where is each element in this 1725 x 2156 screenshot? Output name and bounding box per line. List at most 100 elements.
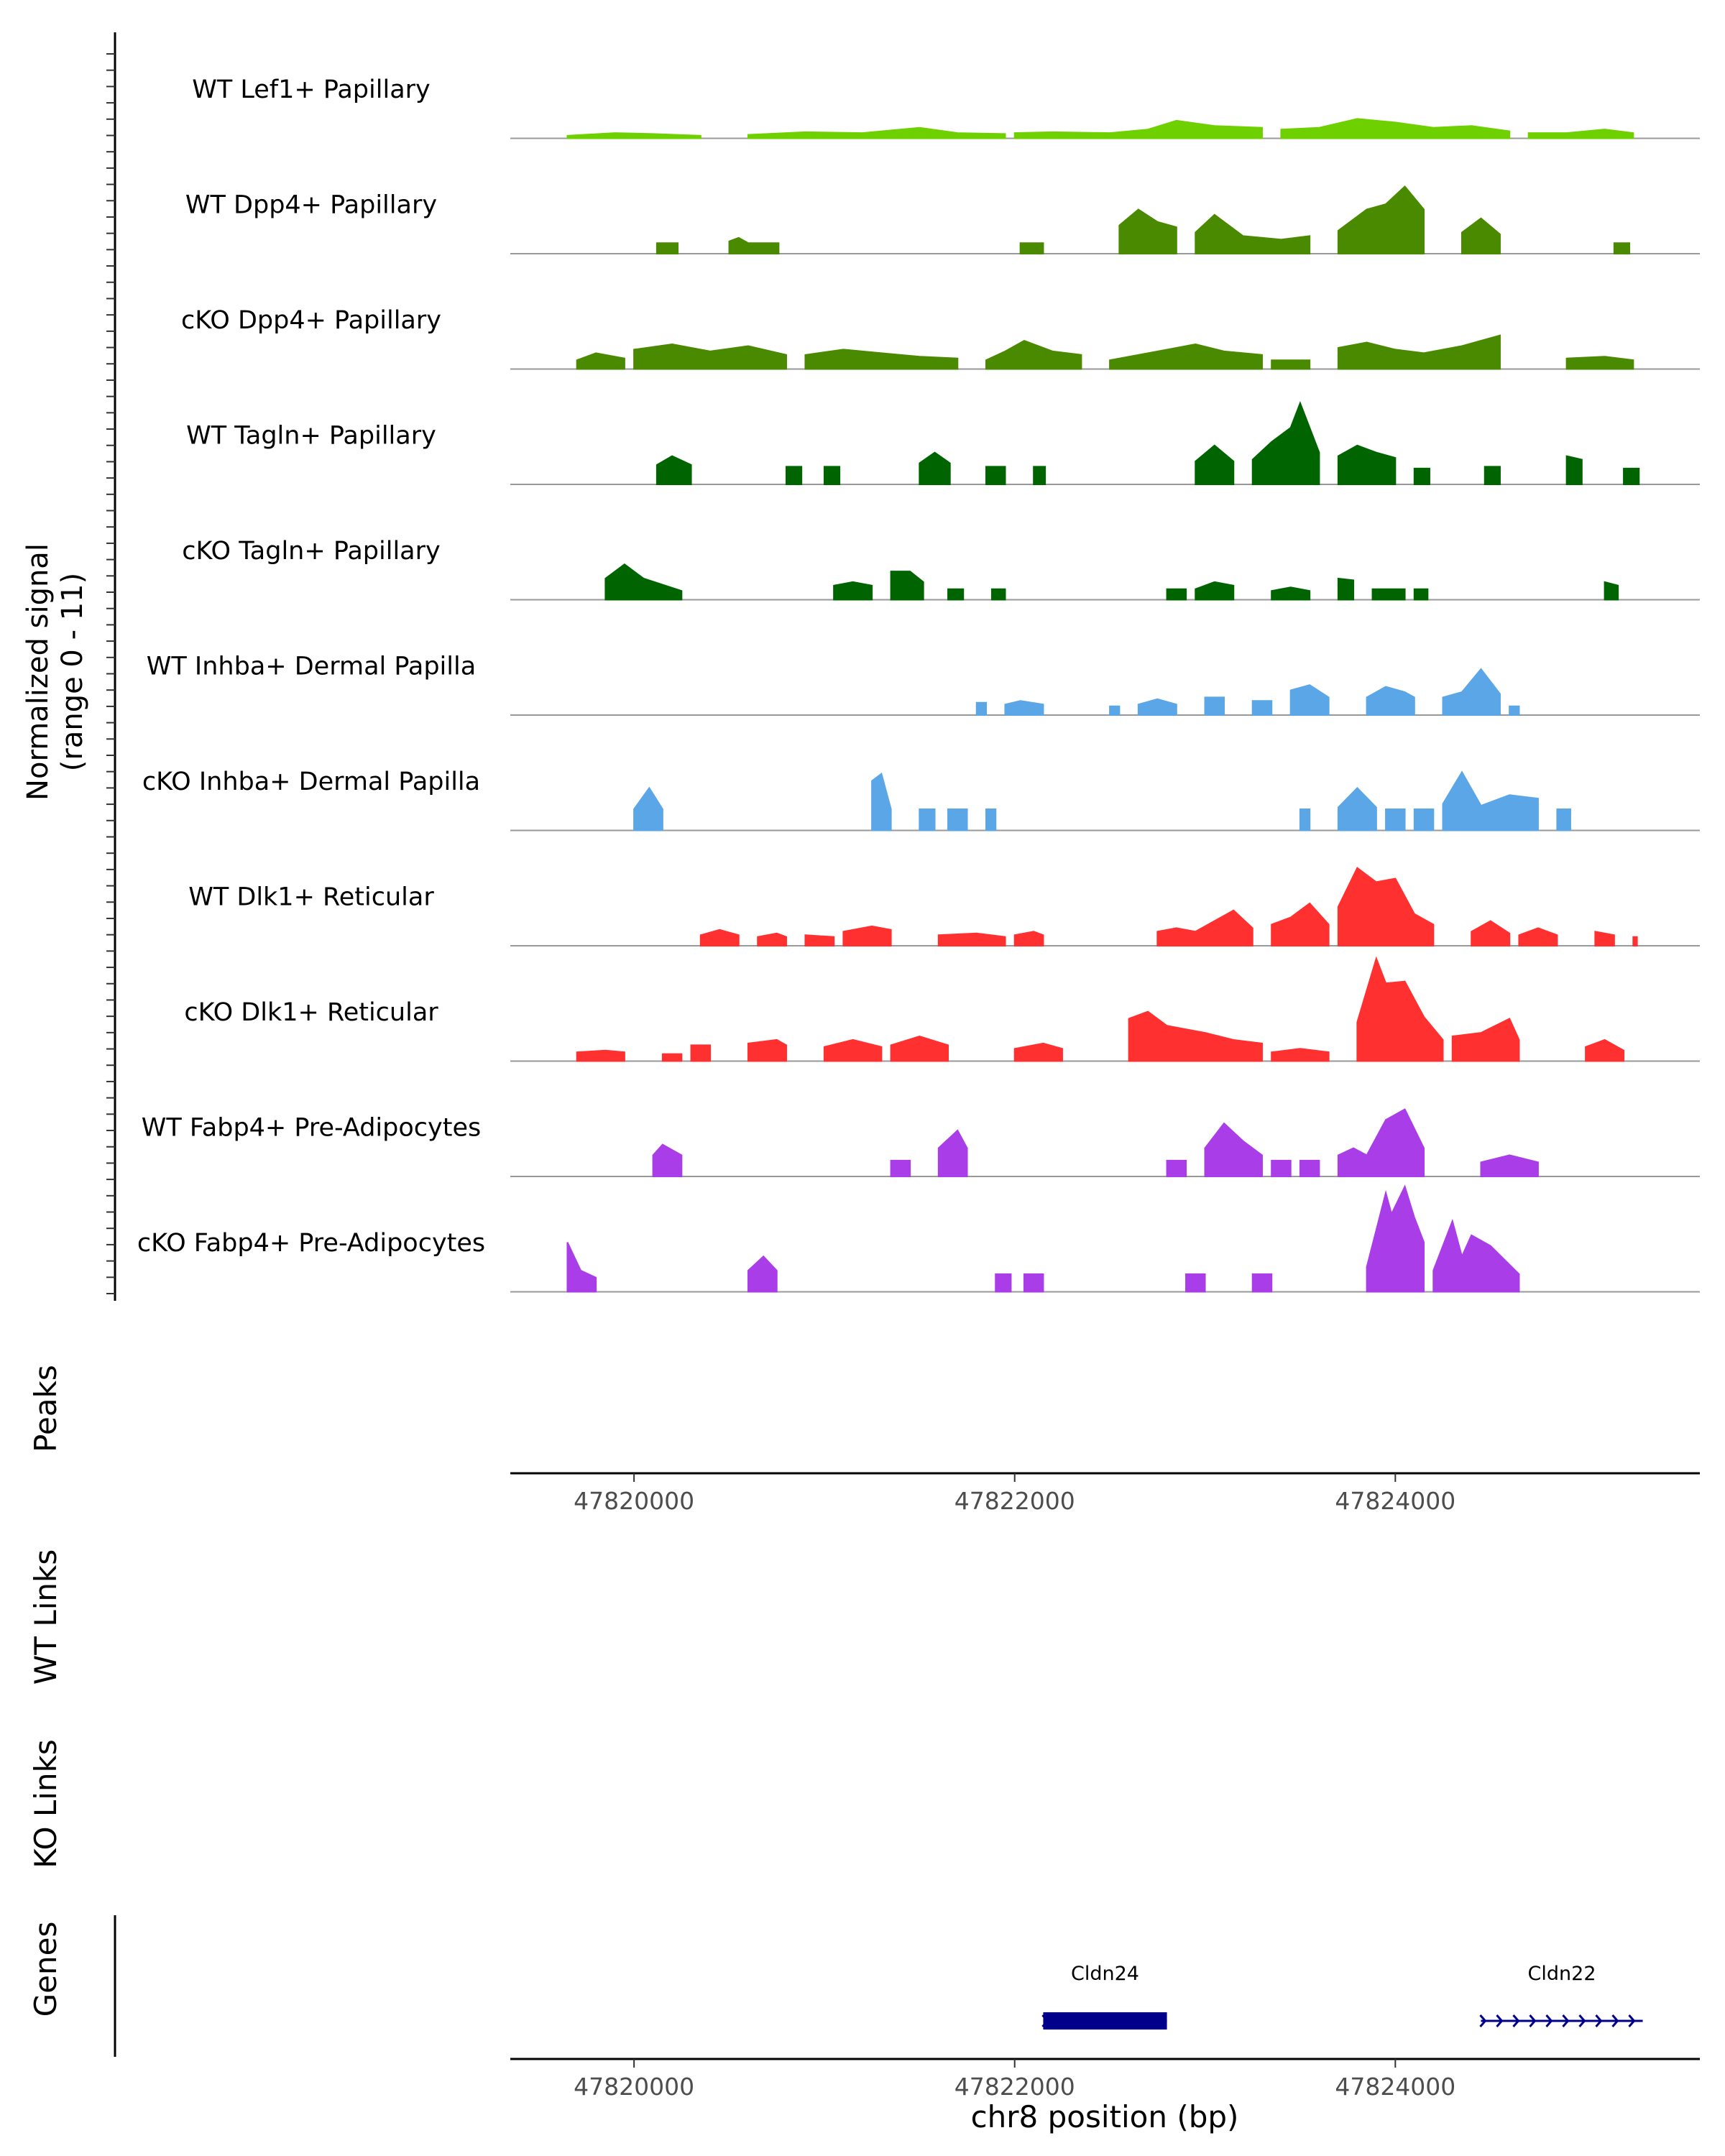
signal-area: [1251, 700, 1273, 716]
signal-area: [1166, 588, 1187, 601]
track-label: cKO Fabp4+ Pre-Adipocytes: [137, 1229, 485, 1258]
signal-area: [1556, 808, 1571, 831]
track-label: cKO Tagln+ Papillary: [182, 537, 441, 566]
signal-area: [1166, 1159, 1187, 1177]
signal-area: [656, 455, 692, 485]
signal-area: [890, 1159, 911, 1177]
signal-area: [576, 352, 625, 370]
signal-area: [1509, 705, 1520, 716]
signal-area: [656, 242, 679, 254]
signal-area: [1019, 242, 1044, 254]
signal-area: [833, 581, 873, 601]
signal-axis-title: Normalized signal (range 0 - 11): [22, 543, 89, 801]
signal-area: [1271, 1048, 1330, 1062]
signal-area: [566, 132, 702, 139]
signal-area: [1013, 931, 1044, 946]
signal-area: [1156, 909, 1254, 946]
track-7: WT Dlk1+ Reticular: [188, 867, 1700, 946]
x-axis-title: chr8 position (bp): [971, 2099, 1239, 2134]
signal-area: [890, 1035, 949, 1062]
signal-area: [1385, 808, 1406, 831]
signal-area: [1366, 1184, 1425, 1293]
signal-area: [785, 466, 803, 485]
signal-area: [1471, 920, 1511, 946]
track-label: WT Fabp4+ Pre-Adipocytes: [142, 1114, 481, 1143]
signal-area: [652, 1143, 683, 1177]
signal-area: [690, 1044, 712, 1062]
signal-area: [1289, 684, 1330, 716]
signal-area: [1337, 334, 1501, 370]
signal-area: [1565, 455, 1583, 485]
signal-area: [1299, 1159, 1320, 1177]
ko-links-track-label: KO Links: [28, 1739, 63, 1869]
signal-area: [1480, 1154, 1539, 1177]
track-0: WT Lef1+ Papillary: [192, 75, 1700, 139]
signal-area: [947, 588, 965, 601]
signal-area: [633, 344, 787, 370]
signal-area: [757, 932, 787, 946]
ylabel-line2: (range 0 - 11): [56, 573, 89, 771]
gene-label: Cldn22: [1528, 1963, 1596, 1985]
signal-area: [1195, 444, 1235, 485]
signal-area: [1366, 686, 1415, 716]
track-label: WT Inhba+ Dermal Papilla: [147, 653, 476, 681]
track-6: cKO Inhba+ Dermal Papilla: [142, 768, 1700, 831]
signal-y-axis: [106, 32, 116, 1301]
track-8: cKO Dlk1+ Reticular: [184, 956, 1700, 1062]
peaks-x-axis: 47820000 47822000 47824000: [510, 1472, 1700, 1515]
signal-area: [1013, 119, 1263, 139]
signal-area: [1271, 1159, 1292, 1177]
signal-area: [919, 451, 951, 485]
signal-area: [748, 1255, 778, 1293]
signal-area: [1442, 668, 1501, 716]
track-label: WT Lef1+ Papillary: [192, 75, 431, 104]
signal-area: [748, 126, 1006, 139]
gene-label: Cldn24: [1071, 1963, 1139, 1985]
signal-area: [990, 588, 1006, 601]
signal-area: [1527, 129, 1634, 139]
ylabel-line1: Normalized signal: [22, 543, 55, 801]
signal-area: [1204, 1122, 1263, 1177]
signal-area: [1461, 217, 1501, 254]
strand-arrow: [1628, 2014, 1636, 2027]
strand-arrow: [1041, 2014, 1049, 2027]
signal-area: [890, 571, 924, 601]
signal-area: [661, 1053, 683, 1062]
signal-area: [1337, 867, 1435, 946]
peaks-x-tick-label: 47820000: [574, 1487, 694, 1515]
strand-arrow: [1562, 2014, 1570, 2027]
signal-area: [1137, 698, 1177, 716]
strand-arrow: [1529, 2014, 1537, 2027]
signal-area: [1613, 242, 1631, 254]
signal-area: [919, 808, 936, 831]
signal-area: [1371, 588, 1406, 601]
track-label: cKO Dlk1+ Reticular: [184, 998, 438, 1027]
signal-area: [937, 932, 1006, 946]
signal-area: [1442, 770, 1539, 831]
signal-area: [871, 773, 892, 831]
signal-area: [1585, 1038, 1625, 1062]
gene-exon: [1043, 2012, 1167, 2030]
signal-area: [1604, 581, 1619, 601]
signal-area: [985, 340, 1082, 370]
bottom-x-tick-label: 47820000: [574, 2073, 694, 2101]
bottom-x-tick-label: 47824000: [1335, 2073, 1455, 2101]
signal-area: [1195, 213, 1311, 254]
signal-area: [937, 1129, 968, 1177]
signal-area: [1337, 577, 1355, 601]
strand-arrow: [1496, 2014, 1504, 2027]
signal-area: [1337, 786, 1377, 831]
signal-area: [1565, 356, 1634, 370]
signal-area: [1432, 1218, 1520, 1293]
signal-area: [1299, 808, 1311, 831]
track-4: cKO Tagln+ Papillary: [182, 537, 1700, 601]
signal-area: [1337, 444, 1397, 485]
signal-area: [1271, 586, 1311, 601]
signal-area: [1337, 1108, 1425, 1177]
gene-cldn22: Cldn22: [1479, 1963, 1643, 2027]
signal-area: [947, 808, 968, 831]
signal-area: [1413, 588, 1429, 601]
signal-area: [728, 236, 780, 254]
signal-area: [1128, 1010, 1263, 1062]
track-label: cKO Dpp4+ Papillary: [181, 306, 441, 335]
